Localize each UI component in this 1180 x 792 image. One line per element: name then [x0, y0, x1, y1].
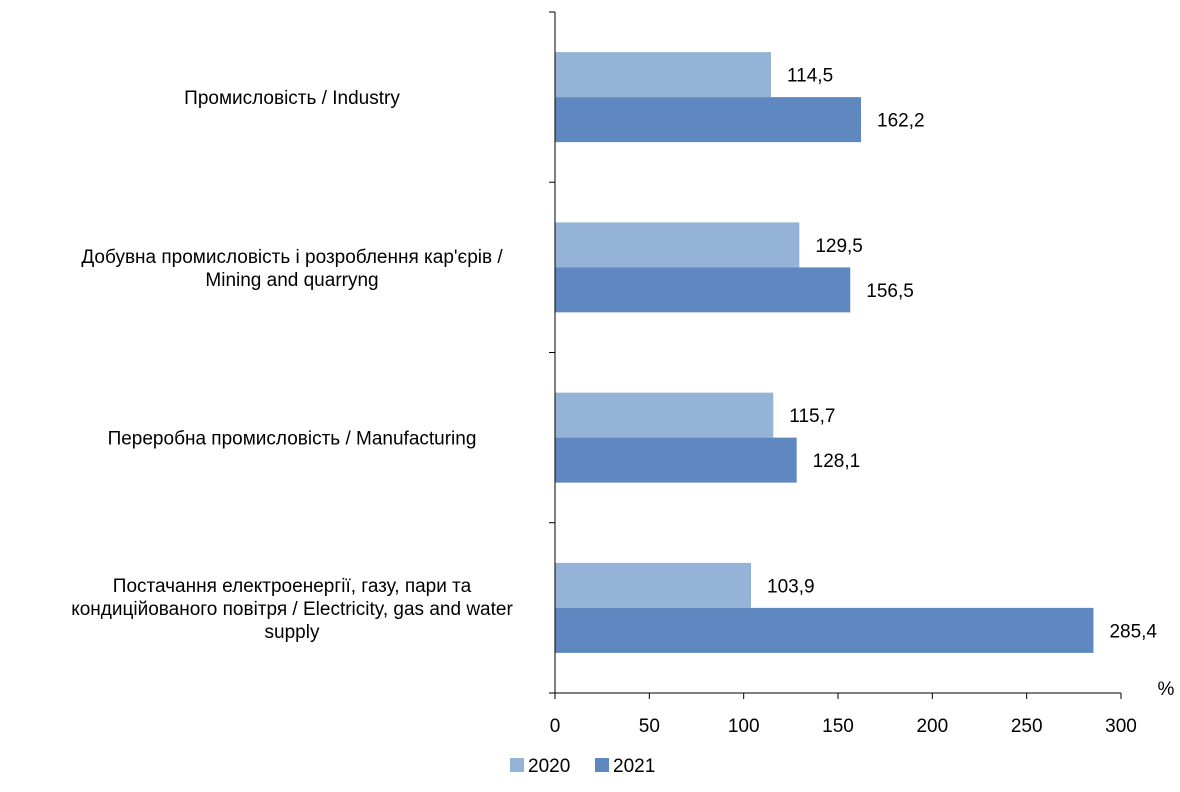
bar-2021-1 — [555, 267, 851, 313]
x-tick-label-300: 300 — [1105, 716, 1137, 737]
x-tick-label-150: 150 — [822, 716, 854, 737]
x-tick-label-50: 50 — [639, 716, 660, 737]
data-label-2020-3: 103,9 — [767, 576, 815, 597]
x-axis-unit-label: % — [1158, 679, 1175, 700]
x-tick-label-200: 200 — [916, 716, 948, 737]
bar-2021-2 — [555, 437, 797, 483]
category-label-1-line-0: Добувна промисловість і розроблення кар'… — [81, 247, 503, 268]
category-labels-layer: Промисловість / Industry Добувна промисло… — [71, 88, 513, 643]
bar-2021-0 — [555, 97, 862, 143]
bar-2020-3 — [555, 562, 752, 608]
category-label-1-line-1: Mining and quarryng — [205, 270, 378, 291]
category-label-2-line-0: Переробна промисловість / Manufacturing — [108, 429, 477, 450]
category-label-3-line-1: кондиційованого повітря / Electricity, g… — [71, 599, 513, 620]
legend: 2020 2021 — [510, 756, 655, 777]
category-label-0-line-0: Промисловість / Industry — [184, 88, 400, 109]
bar-2020-0 — [555, 52, 772, 98]
axes-layer: 0 50 100 150 200 250 300 — [549, 11, 1137, 737]
legend-label-2021: 2021 — [613, 756, 655, 777]
data-label-2021-0: 162,2 — [877, 111, 925, 132]
data-label-2021-3: 285,4 — [1109, 621, 1157, 642]
legend-swatch-2020 — [510, 758, 524, 772]
legend-swatch-2021 — [595, 758, 609, 772]
category-label-3-line-0: Постачання електроенергії, газу, пари та — [113, 576, 472, 597]
x-tick-label-100: 100 — [728, 716, 760, 737]
data-label-2021-1: 156,5 — [866, 281, 914, 302]
x-tick-label-250: 250 — [1011, 716, 1043, 737]
data-label-2021-2: 128,1 — [813, 451, 861, 472]
category-label-3-line-2: supply — [265, 622, 320, 643]
bar-2020-2 — [555, 392, 774, 438]
bar-2020-1 — [555, 222, 800, 268]
data-label-2020-0: 114,5 — [787, 66, 833, 87]
data-label-2020-2: 115,7 — [789, 406, 835, 427]
data-label-2020-1: 129,5 — [815, 236, 863, 257]
data-labels-layer: 114,5 162,2 129,5 156,5 115,7 128,1 103,9 285,4 — [767, 66, 1157, 643]
legend-label-2020: 2020 — [528, 756, 570, 777]
x-tick-label-0: 0 — [550, 716, 561, 737]
bars-layer — [555, 52, 1094, 653]
bar-2021-3 — [555, 607, 1094, 653]
